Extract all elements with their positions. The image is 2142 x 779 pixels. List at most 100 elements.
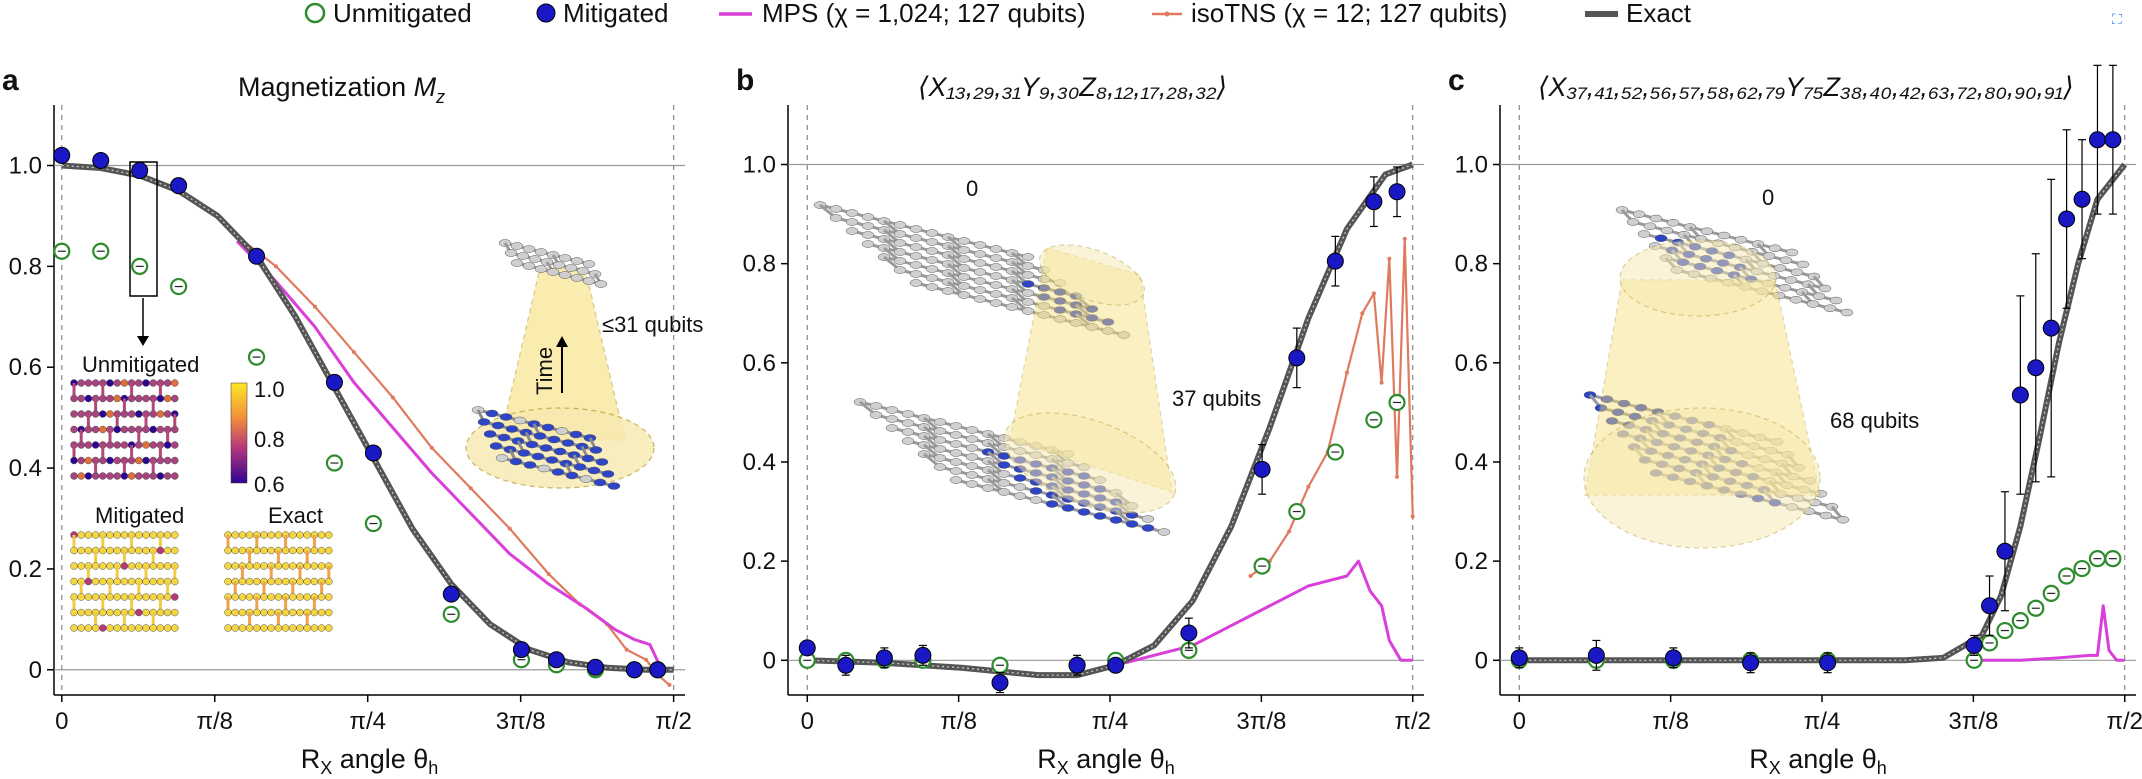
panel-letter-a: a: [2, 64, 19, 97]
lattice-node: [127, 577, 136, 586]
panel-b-x-tick-label: 0: [801, 708, 814, 735]
lattice-node: [224, 624, 232, 632]
panel-a-isotns-line-point: [667, 682, 672, 687]
lattice-node: [957, 273, 971, 281]
panel-b-mps-line: [1115, 559, 1413, 667]
colorbar: [230, 382, 248, 484]
cone-a-time-label: Time: [532, 347, 557, 395]
lattice-node: [909, 225, 923, 233]
lattice-node: [70, 608, 78, 617]
lattice-node: [149, 531, 157, 539]
lattice-node: [281, 562, 290, 570]
lattice-cone-a-top: [498, 239, 608, 288]
lattice-node: [593, 478, 607, 487]
lattice-node: [106, 456, 114, 465]
lattice-node: [522, 262, 536, 270]
lattice-node: [84, 624, 93, 632]
lattice-node: [901, 419, 915, 427]
lattice-node: [156, 577, 165, 586]
lattice-node: [135, 531, 143, 539]
cone-a-qubits-label: ≤31 qubits: [602, 312, 703, 337]
lattice-node: [541, 423, 555, 432]
lattice-node: [325, 577, 333, 586]
lattice-node: [925, 256, 939, 264]
lattice-node: [163, 562, 172, 570]
lattice-node: [106, 410, 114, 418]
lattice-node: [91, 425, 100, 434]
lattice-node: [941, 287, 955, 295]
lattice-node: [106, 394, 114, 403]
lattice-node: [156, 546, 165, 555]
lattice-node: [1789, 296, 1803, 304]
lattice-node: [531, 452, 545, 461]
lattice-node: [224, 546, 232, 555]
legend-mitigated-label: Mitigated: [563, 0, 669, 28]
lattice-node: [99, 410, 107, 418]
lattice-node: [142, 456, 150, 465]
lattice-cone-a-bottom: [471, 406, 621, 490]
lattice-node: [231, 624, 239, 632]
lattice-node: [510, 242, 524, 250]
lattice-node: [1605, 417, 1619, 425]
lattice-node: [1045, 500, 1059, 508]
panel-a-mitigated-point: [512, 641, 530, 659]
panel-b-mitigated-point: [1253, 460, 1271, 478]
panel-a-isotns-line-point: [351, 350, 356, 355]
lattice-node: [925, 265, 939, 273]
lattice-node: [84, 456, 93, 465]
lattice-node: [245, 577, 254, 586]
lattice-node: [77, 562, 85, 570]
panel-a-mitigated-point: [131, 162, 149, 180]
lattice-node: [120, 624, 129, 632]
lattice-node: [933, 454, 947, 462]
lattice-node: [289, 531, 297, 539]
lattice-node: [281, 546, 290, 555]
lattice-node: [113, 577, 121, 586]
lattice-node: [77, 410, 85, 418]
lattice-node: [281, 577, 290, 586]
lattice-node: [274, 577, 283, 586]
inset-exact-label: Exact: [268, 503, 323, 528]
panel-b-x-tick-label: π/2: [1394, 708, 1431, 735]
panel-b-x-tick-label: π/8: [940, 708, 977, 735]
panel-b-isotns-line-point: [1360, 311, 1365, 316]
lattice-node: [142, 608, 150, 617]
lattice-node: [267, 624, 275, 632]
lattice-node: [135, 593, 143, 601]
lattice-node: [845, 218, 859, 226]
cone-c-top: [1619, 239, 1777, 317]
lattice-node: [973, 259, 987, 267]
expand-icon[interactable]: ⛶: [2112, 11, 2122, 27]
lattice-node: [113, 472, 121, 480]
panel-c-x-tick-label: π/2: [2106, 708, 2142, 735]
cone-c-qubits-label: 68 qubits: [1830, 408, 1919, 433]
lattice-node: [1053, 306, 1067, 314]
lattice-node: [120, 593, 129, 601]
lattice-node: [77, 593, 85, 601]
panel-c-mitigated-point: [1664, 649, 1682, 667]
panel-c-y-tick-label: 0.6: [1455, 350, 1488, 377]
lattice-node: [238, 608, 247, 617]
lattice-node: [231, 546, 239, 555]
lattice-node: [499, 413, 513, 421]
panel-b-mitigated-point: [1365, 193, 1383, 211]
lattice-node: [99, 577, 107, 586]
lattice-node: [1734, 236, 1748, 244]
legend-exact-label: Exact: [1626, 0, 1692, 28]
lattice-node: [1778, 284, 1792, 292]
lattice-node: [135, 441, 143, 449]
lattice-node: [135, 472, 143, 480]
lattice-node: [1632, 210, 1646, 218]
lattice-node: [989, 254, 1003, 262]
lattice-node: [135, 456, 143, 465]
lattice-node: [70, 456, 78, 465]
lattice-node: [925, 274, 939, 282]
lattice-node: [274, 624, 283, 632]
lattice-node: [829, 214, 843, 222]
panel-a-mitigated-point: [92, 151, 110, 169]
lattice-node: [77, 608, 85, 617]
lattice-node: [149, 593, 157, 601]
legend-isotns-dot: [1164, 11, 1170, 17]
lattice-node: [1654, 234, 1668, 242]
lattice-node: [135, 379, 143, 387]
